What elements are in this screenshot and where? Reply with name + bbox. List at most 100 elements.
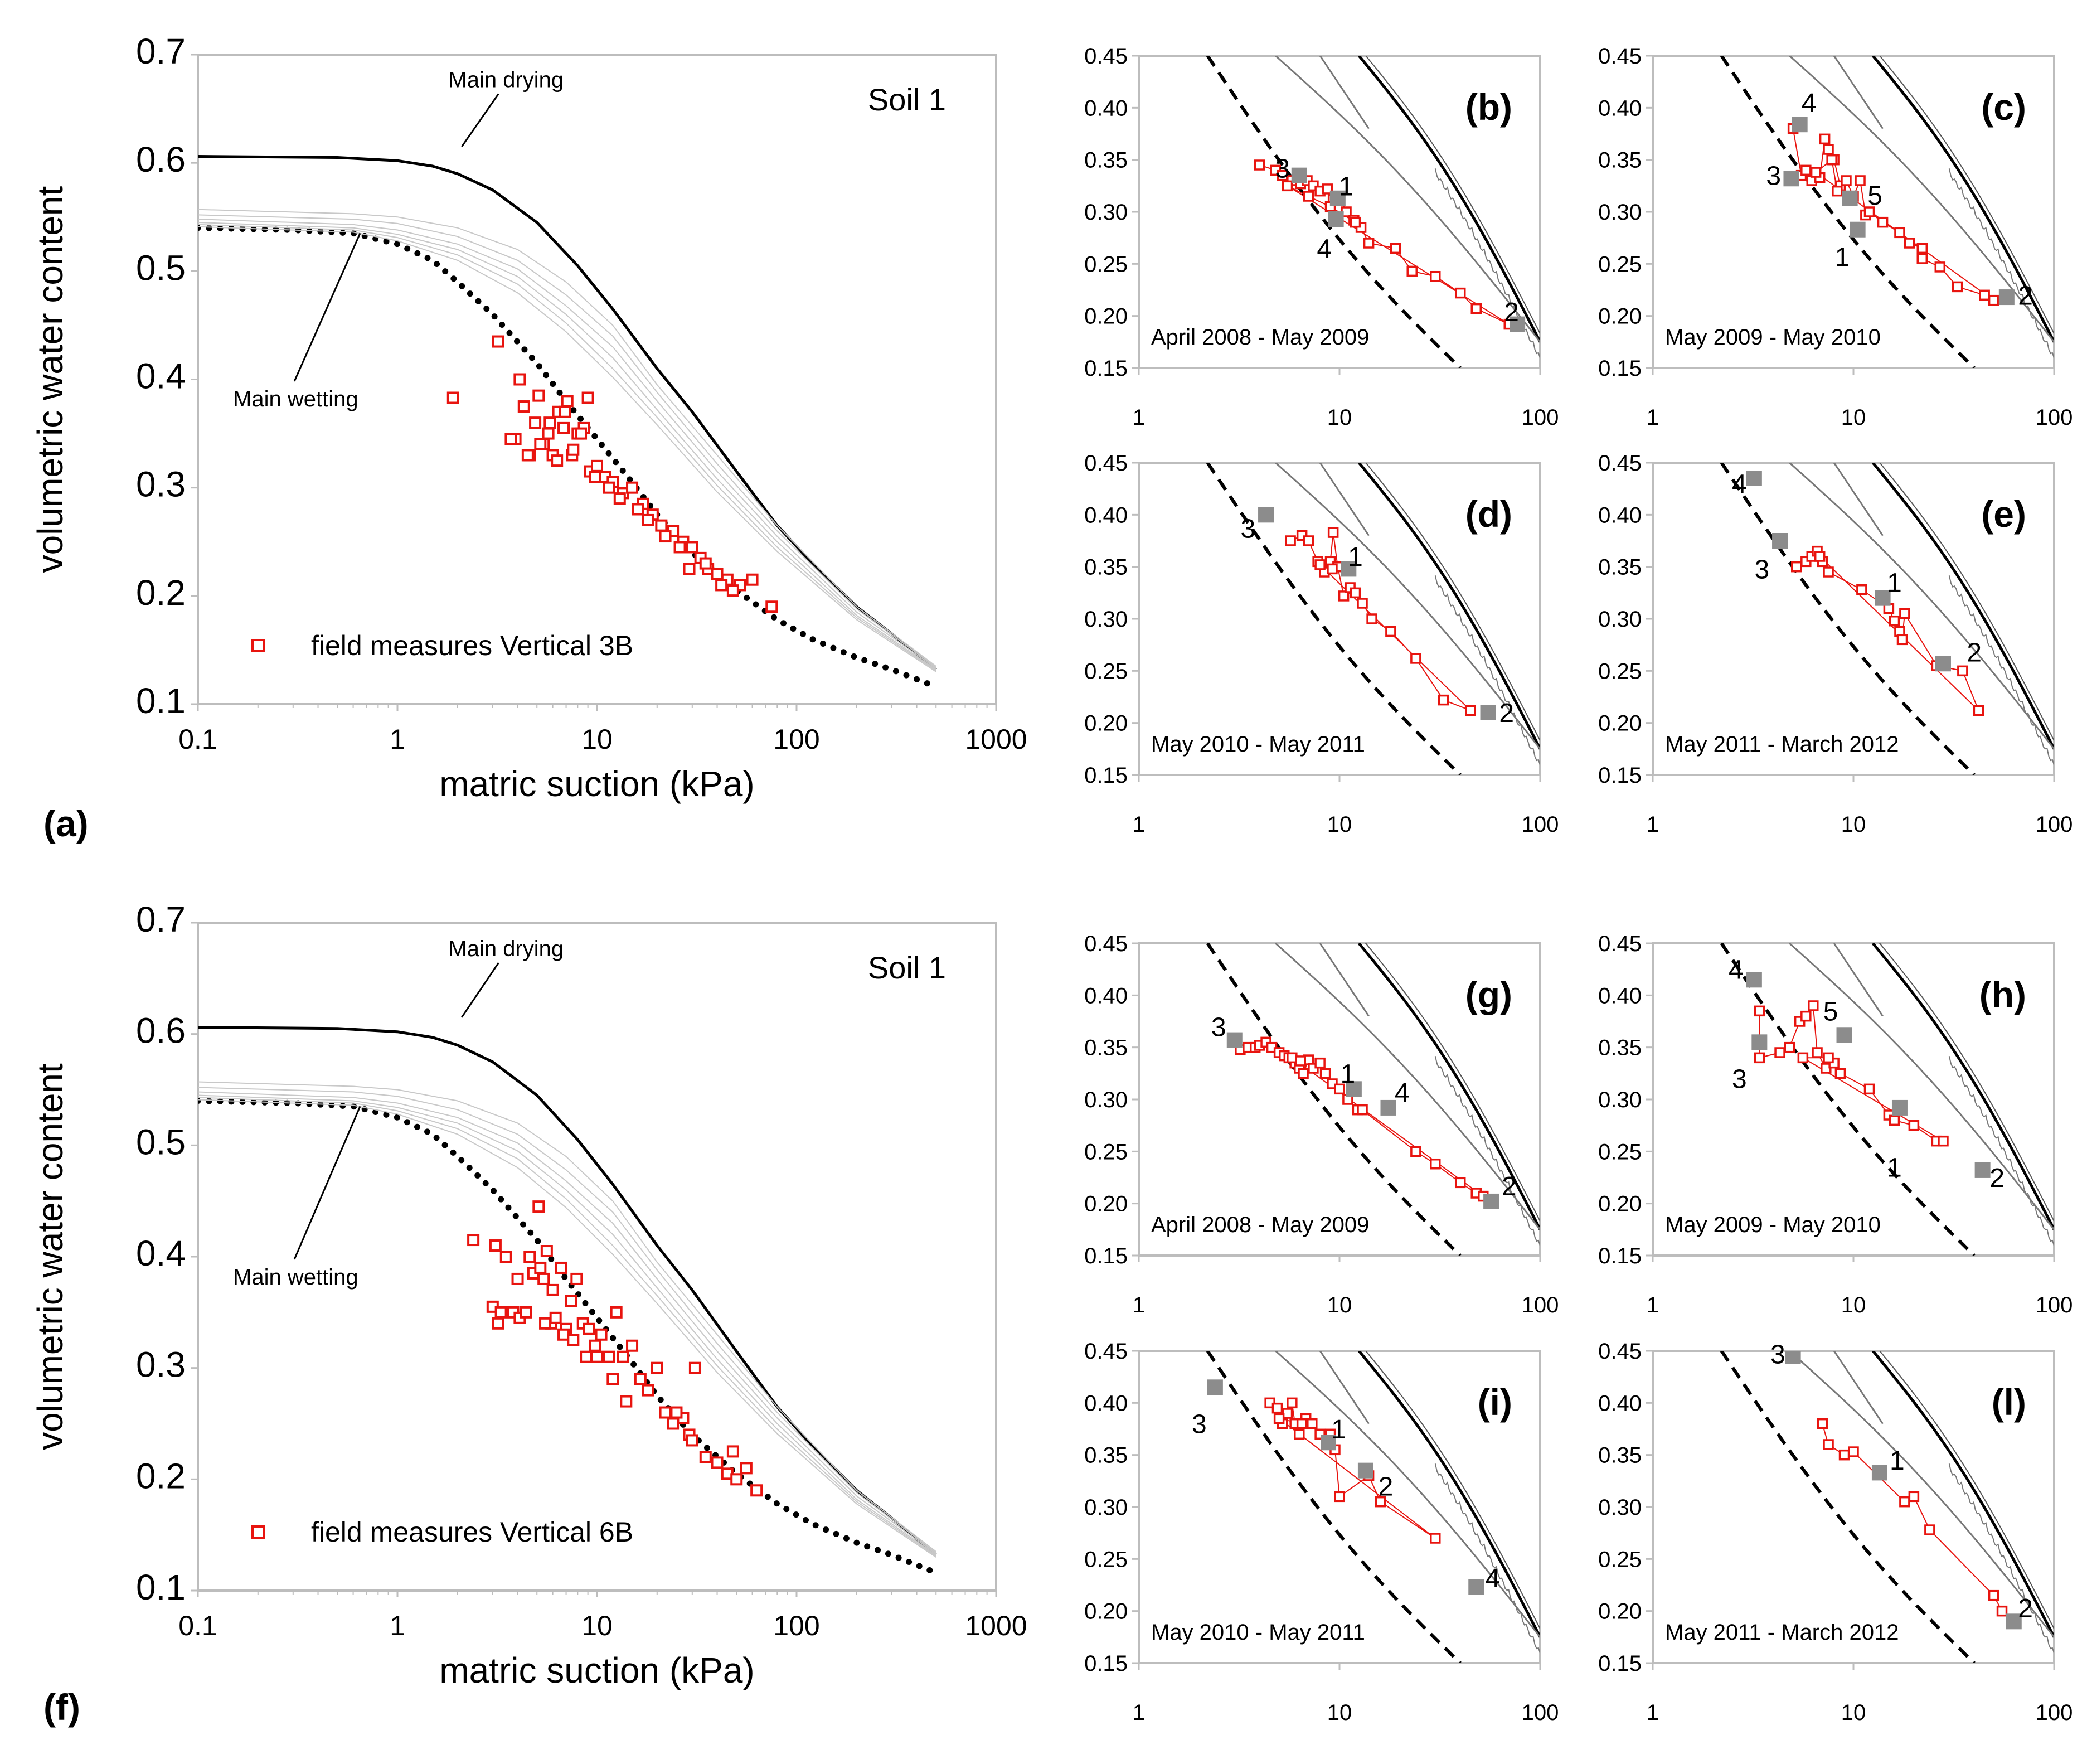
y-tick-label: 0.7 [136, 31, 186, 71]
period-label: May 2011 - March 2012 [1665, 1620, 1899, 1645]
field-measure-point [1454, 287, 1466, 299]
y-tick-label: 0.1 [136, 1567, 186, 1607]
scanning-curve-stub [1833, 463, 1884, 536]
anchor-marker [1836, 1027, 1852, 1043]
scanning-curve-scalloped [1948, 168, 2054, 358]
main-wetting-curve [1720, 56, 1976, 368]
field-measure-point [567, 443, 580, 456]
field-measure-point [1754, 1052, 1765, 1064]
scanning-curve-scalloped [1434, 1056, 1540, 1246]
main-wetting-curve [1206, 463, 1462, 775]
field-measure-point [1314, 1057, 1326, 1069]
field-measure-point [1841, 175, 1852, 186]
field-measure-point [1848, 1446, 1859, 1457]
scanning-curve [198, 209, 936, 667]
x-tick-label: 10 [581, 724, 613, 755]
y-tick-label: 0.30 [1084, 607, 1128, 632]
main-wetting-curve [198, 225, 939, 690]
field-measure-point [1754, 1005, 1765, 1017]
anchor-marker [1258, 507, 1274, 523]
field-measure-point [711, 1456, 724, 1469]
chart-panel-e: 0.15 0.20 0.25 0.30 0.35 0.40 0.45 1 10 100 1 2 3 4 (e… [1598, 451, 2073, 837]
y-tick-label: 0.35 [1084, 148, 1128, 173]
chart-panel-g: 0.15 0.20 0.25 0.30 0.35 0.40 0.45 1 10 100 1 2 3 4 (g… [1084, 932, 1559, 1317]
y-tick-label: 0.3 [136, 464, 186, 505]
main-drying-curve [1871, 943, 2054, 1230]
anchor-marker [1751, 1034, 1768, 1050]
scanning-curve [1275, 943, 1540, 1230]
legend-marker [251, 1525, 265, 1539]
plot-area [1720, 56, 2054, 368]
field-measure-point [1899, 608, 1910, 619]
scanning-curve-scalloped [1434, 575, 1540, 765]
field-measure-point [1800, 164, 1812, 176]
field-measure-point [581, 391, 594, 404]
field-measure-point [1834, 1068, 1846, 1079]
x-tick-label: 1 [1647, 812, 1659, 837]
annotation-leader [293, 232, 361, 382]
anchor-marker [1291, 167, 1307, 183]
scanning-curve-stub [1833, 1351, 1884, 1424]
field-measure-point [1327, 527, 1339, 538]
y-tick-label: 0.20 [1598, 1600, 1642, 1624]
panel-label: (c) [1981, 86, 2026, 128]
field-measure-point [642, 1384, 654, 1397]
main-wetting-curve [1720, 463, 1976, 775]
anchor-label: 3 [1192, 1410, 1207, 1440]
field-measure-point [575, 427, 588, 440]
panel-label: (b) [1465, 86, 1512, 128]
x-tick-label: 100 [2036, 812, 2073, 837]
main-drying-curve-shadow [1365, 943, 1540, 1222]
x-tick-label: 0.1 [178, 724, 217, 755]
anchor-marker [1974, 1162, 1991, 1178]
plot-area [198, 1026, 939, 1576]
field-measure-point [1350, 587, 1361, 599]
panel-label: (f) [43, 1687, 80, 1728]
field-measure-point [1366, 613, 1377, 624]
chart-panel-b: 0.15 0.20 0.25 0.30 0.35 0.40 0.45 1 10 100 1 2 3 4 (b… [1084, 44, 1559, 430]
y-tick-label: 0.35 [1598, 1036, 1642, 1060]
field-measure-point [1454, 1177, 1466, 1189]
field-measure-point [1838, 1449, 1850, 1461]
y-tick-label: 0.2 [136, 573, 186, 613]
field-measure-point [746, 573, 759, 586]
period-label: May 2010 - May 2011 [1151, 1620, 1365, 1645]
field-measure-point [1938, 1135, 1949, 1147]
y-tick-label: 0.25 [1084, 252, 1128, 277]
anchor-label: 2 [1967, 638, 1982, 668]
field-measure-point [1826, 154, 1837, 166]
field-measure-point [565, 1295, 577, 1307]
field-measure-point [1863, 206, 1875, 217]
y-tick-label: 0.4 [136, 1233, 186, 1273]
y-tick-label: 0.30 [1084, 1495, 1128, 1520]
field-measure-point [1916, 253, 1928, 264]
field-measure-point [617, 1350, 629, 1363]
scanning-curve [1789, 1351, 2054, 1638]
field-measure-point [1823, 1439, 1834, 1450]
panel-label: (g) [1465, 974, 1512, 1015]
y-tick-label: 0.25 [1084, 1547, 1128, 1572]
legend-marker [251, 639, 265, 652]
x-tick-label: 1 [1647, 1293, 1659, 1317]
field-measure-point [1916, 243, 1928, 254]
scanning-curve [198, 219, 936, 669]
y-tick-label: 0.40 [1598, 503, 1642, 527]
y-tick-label: 0.35 [1084, 1443, 1128, 1468]
field-measure-point [655, 519, 668, 532]
period-label: May 2011 - March 2012 [1665, 732, 1899, 757]
field-measure-point [1298, 1068, 1309, 1079]
chart-panel-f: 0.1 0.2 0.3 0.4 0.5 0.6 0.7 0.1 1 10 100 1000 matric… [30, 899, 1027, 1728]
field-measure-point [1282, 180, 1293, 192]
field-measure-point [711, 568, 724, 580]
plot-area [1206, 463, 1540, 775]
field-measure-point [686, 1434, 698, 1447]
field-measure-point [1327, 563, 1338, 575]
field-measure-point [489, 1239, 502, 1252]
field-measure-point [1465, 705, 1476, 716]
y-tick-label: 0.45 [1598, 44, 1642, 69]
scanning-curve-stub [1319, 463, 1370, 536]
main-drying-curve [1357, 943, 1540, 1230]
y-tick-label: 0.35 [1084, 1036, 1128, 1060]
field-measure-point [561, 395, 574, 408]
anchor-label: 2 [2018, 1594, 2033, 1624]
